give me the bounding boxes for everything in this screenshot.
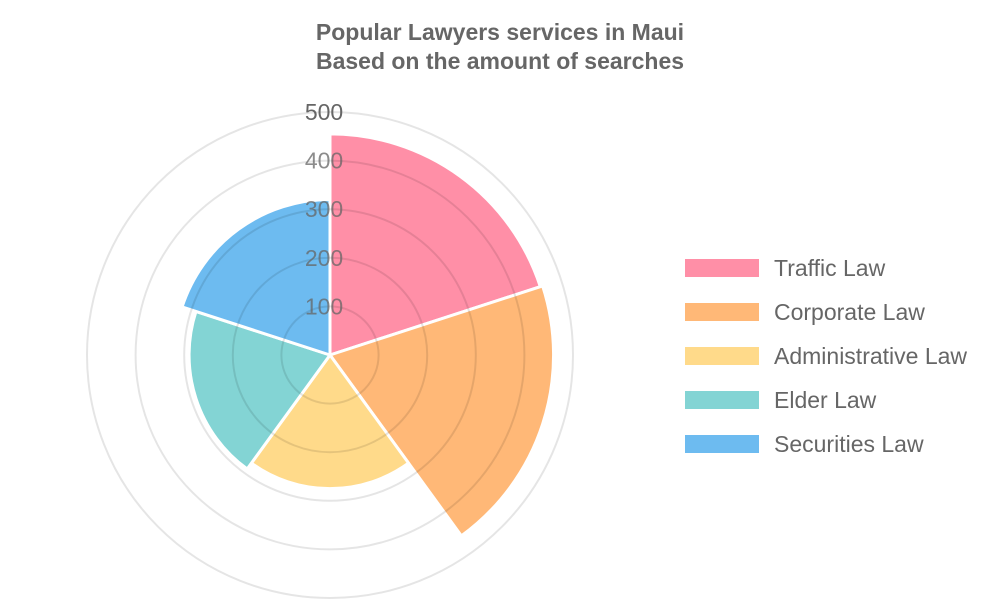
legend-item-corporate-law[interactable]: Corporate Law [684, 290, 967, 334]
tick-label: 100 [305, 293, 343, 319]
legend-swatch [684, 258, 760, 278]
tick-label: 500 [305, 99, 343, 125]
slice-elder-law[interactable] [187, 309, 332, 471]
slice-traffic-law[interactable] [328, 132, 542, 357]
slice-administrative-law[interactable] [249, 353, 411, 491]
legend-swatch [684, 346, 760, 366]
grid-ring [183, 208, 477, 502]
legend-label: Elder Law [774, 386, 877, 413]
legend-label: Traffic Law [774, 254, 886, 281]
grid-ring [280, 305, 380, 405]
legend-swatch [684, 434, 760, 454]
legend-label: Corporate Law [774, 298, 925, 325]
legend-label: Administrative Law [774, 342, 968, 369]
legend-item-traffic-law[interactable]: Traffic Law [684, 246, 967, 290]
chart-title-line-1: Popular Lawyers services in Maui [315, 19, 685, 45]
tick-label: 200 [305, 245, 343, 271]
legend-item-administrative-law[interactable]: Administrative Law [684, 334, 967, 378]
grid-ring [86, 111, 574, 599]
tick-label: 400 [305, 148, 343, 174]
slice-securities-law[interactable] [180, 197, 332, 357]
grid-ring [134, 159, 526, 551]
tick-label: 300 [305, 196, 343, 222]
chart-title-line-2: Based on the amount of searches [315, 48, 685, 74]
slice-corporate-law[interactable] [328, 284, 556, 538]
chart-legend: Traffic Law Corporate Law Administrative… [684, 246, 967, 466]
legend-swatch [684, 390, 760, 410]
chart-title: Popular Lawyers services in Maui Based o… [0, 18, 1000, 76]
legend-label: Securities Law [774, 430, 924, 457]
legend-item-elder-law[interactable]: Elder Law [684, 378, 967, 422]
legend-item-securities-law[interactable]: Securities Law [684, 422, 967, 466]
grid-ring [231, 256, 429, 454]
legend-swatch [684, 302, 760, 322]
